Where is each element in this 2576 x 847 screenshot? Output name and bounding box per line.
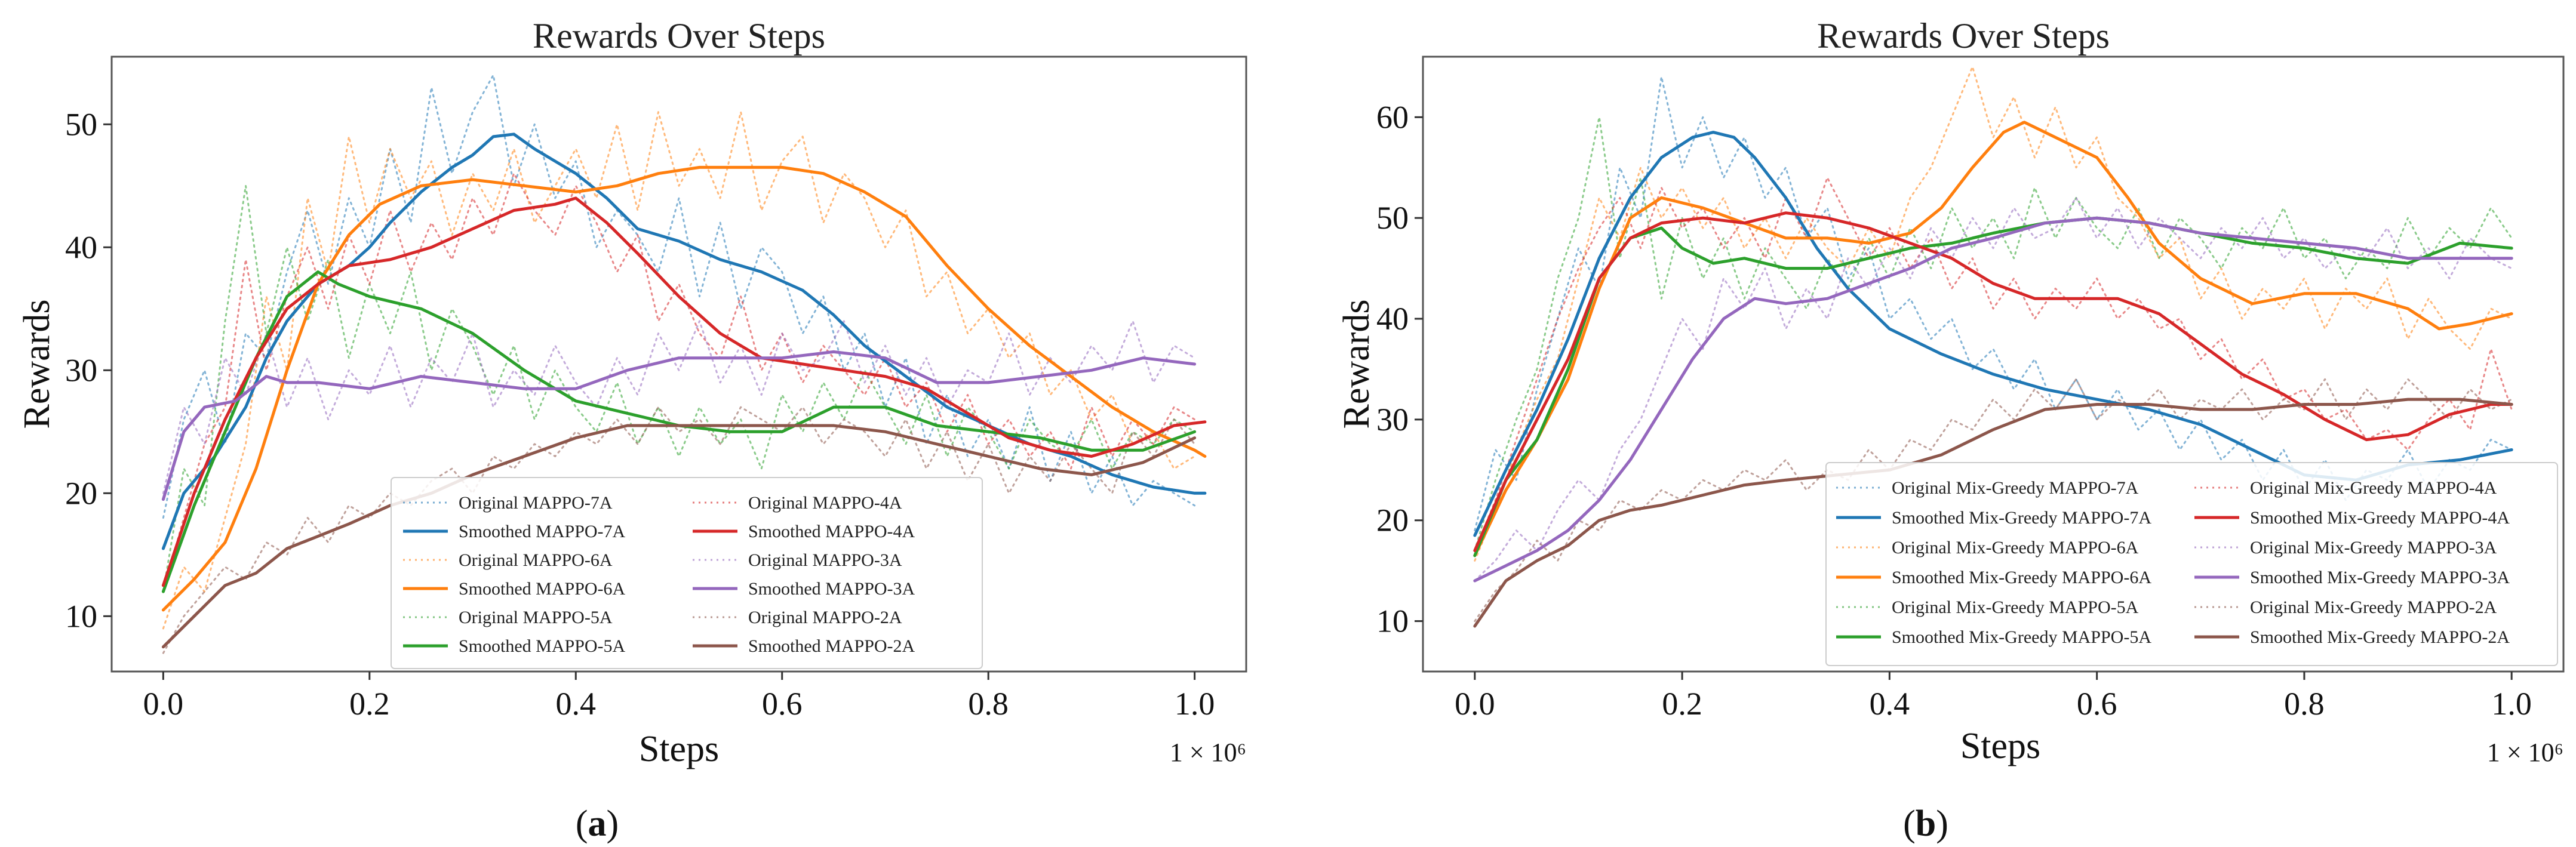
legend-label: Original MAPPO-4A <box>748 493 902 513</box>
panel-a-x-multiplier: 1 × 10⁶ <box>1170 738 1246 767</box>
legend-label: Smoothed Mix-Greedy MAPPO-5A <box>1892 627 2151 647</box>
smoothed-series-line <box>161 424 1197 649</box>
original-series-line <box>1474 66 2513 562</box>
y-tick-label: 10 <box>65 598 97 634</box>
legend-label: Smoothed MAPPO-2A <box>748 636 915 656</box>
panel-b-legend-box <box>1825 462 2558 666</box>
panel-b-x-axis-label: Steps <box>1960 726 2040 766</box>
panel-a: Rewards Over Steps 0.0 0.2 0.4 0.6 0.8 1.0 10 2… <box>17 16 1247 844</box>
panel-b-legend: Original Mix-Greedy MAPPO-7A Smoothed Mix… <box>1825 462 2558 666</box>
legend-label: Original MAPPO-7A <box>459 493 613 513</box>
panel-a-legend: Original MAPPO-7A Smoothed MAPPO-7A Origin… <box>391 477 983 669</box>
smoothed-series-line <box>161 350 1197 501</box>
panel-a-title: Rewards Over Steps <box>533 16 825 56</box>
legend-label: Smoothed MAPPO-7A <box>459 522 626 541</box>
panel-b-label: (b) <box>1903 803 1948 844</box>
x-tick-label: 0.2 <box>349 686 390 722</box>
smoothed-series-line <box>161 196 1207 587</box>
y-tick-label: 20 <box>1376 503 1409 538</box>
x-tick-label: 1.0 <box>1175 686 1215 722</box>
x-tick-label: 0.8 <box>2284 686 2325 722</box>
original-series-line <box>1474 378 2513 623</box>
x-tick-label: 0.4 <box>556 686 597 722</box>
panel-a-label: (a) <box>576 803 619 844</box>
y-tick-label: 50 <box>65 106 97 142</box>
x-tick-label: 0.6 <box>762 686 803 722</box>
panel-b-ticks: 0.0 0.2 0.4 0.6 0.8 1.0 10 20 30 40 50 60 <box>1376 99 2532 722</box>
legend-label: Smoothed Mix-Greedy MAPPO-2A <box>2250 627 2510 647</box>
original-series-line <box>162 111 1196 630</box>
x-tick-label: 0.0 <box>1455 686 1495 722</box>
legend-label: Original MAPPO-2A <box>748 608 902 627</box>
original-series-line <box>1474 76 2513 532</box>
panel-b-label-letter: b <box>1916 803 1936 844</box>
panel-b: Rewards Over Steps 0.0 0.2 0.4 0.6 0.8 1.0 10 2… <box>1336 16 2565 844</box>
legend-label: Smoothed Mix-Greedy MAPPO-3A <box>2250 568 2510 587</box>
original-series-line <box>162 320 1196 494</box>
y-tick-label: 60 <box>1376 99 1409 135</box>
panel-b-title: Rewards Over Steps <box>1817 16 2110 56</box>
panel-a-ticks: 0.0 0.2 0.4 0.6 0.8 1.0 10 20 30 40 50 <box>65 106 1215 722</box>
legend-label: Original Mix-Greedy MAPPO-4A <box>2250 478 2497 498</box>
legend-label: Original Mix-Greedy MAPPO-6A <box>1892 538 2139 558</box>
x-tick-label: 0.6 <box>2077 686 2117 722</box>
x-tick-label: 0.2 <box>1662 686 1702 722</box>
legend-label: Smoothed MAPPO-4A <box>748 522 915 541</box>
smoothed-series-line <box>161 270 1197 593</box>
legend-label: Original MAPPO-5A <box>459 608 613 627</box>
legend-label: Original Mix-Greedy MAPPO-2A <box>2250 597 2497 617</box>
panel-a-series <box>161 74 1207 654</box>
legend-label: Original MAPPO-6A <box>459 550 613 570</box>
original-series-line <box>162 406 1196 654</box>
smoothed-series-line <box>1473 121 2513 558</box>
panel-a-plot-frame <box>110 56 1247 673</box>
y-tick-label: 20 <box>65 475 97 511</box>
original-series-line <box>1474 116 2513 552</box>
x-tick-label: 0.8 <box>968 686 1009 722</box>
legend-label: Original MAPPO-3A <box>748 550 902 570</box>
smoothed-series-line <box>161 133 1207 550</box>
y-tick-label: 10 <box>1376 603 1409 639</box>
panel-a-y-axis-label: Rewards <box>17 300 57 429</box>
legend-label: Smoothed MAPPO-6A <box>459 579 626 599</box>
panel-b-y-axis-label: Rewards <box>1336 300 1377 429</box>
y-tick-label: 40 <box>1376 301 1409 337</box>
panel-b-x-multiplier: 1 × 10⁶ <box>2487 738 2563 767</box>
panel-a-legend-box <box>391 477 983 669</box>
legend-label: Smoothed Mix-Greedy MAPPO-7A <box>1892 508 2151 528</box>
panel-b-plot-frame <box>1422 56 2565 673</box>
original-series-line <box>1474 177 2513 552</box>
legend-label: Original Mix-Greedy MAPPO-7A <box>1892 478 2139 498</box>
smoothed-series-line <box>1473 216 2513 583</box>
legend-label: Original Mix-Greedy MAPPO-5A <box>1892 597 2139 617</box>
x-tick-label: 1.0 <box>2491 686 2532 722</box>
panel-a-x-axis-label: Steps <box>639 729 719 769</box>
legend-label: Smoothed Mix-Greedy MAPPO-4A <box>2250 508 2510 528</box>
original-series-line <box>162 173 1196 593</box>
y-tick-label: 50 <box>1376 200 1409 236</box>
legend-label: Smoothed MAPPO-5A <box>459 636 626 656</box>
panel-a-label-letter: a <box>588 803 607 844</box>
legend-label: Original Mix-Greedy MAPPO-3A <box>2250 538 2497 558</box>
x-tick-label: 0.0 <box>143 686 184 722</box>
smoothed-series-line <box>1473 211 2513 552</box>
y-tick-label: 40 <box>65 229 97 265</box>
legend-label: Smoothed MAPPO-3A <box>748 579 915 599</box>
y-tick-label: 30 <box>65 352 97 388</box>
legend-label: Smoothed Mix-Greedy MAPPO-6A <box>1892 568 2151 587</box>
x-tick-label: 0.4 <box>1870 686 1910 722</box>
smoothed-series-line <box>161 165 1207 612</box>
y-tick-label: 30 <box>1376 402 1409 438</box>
